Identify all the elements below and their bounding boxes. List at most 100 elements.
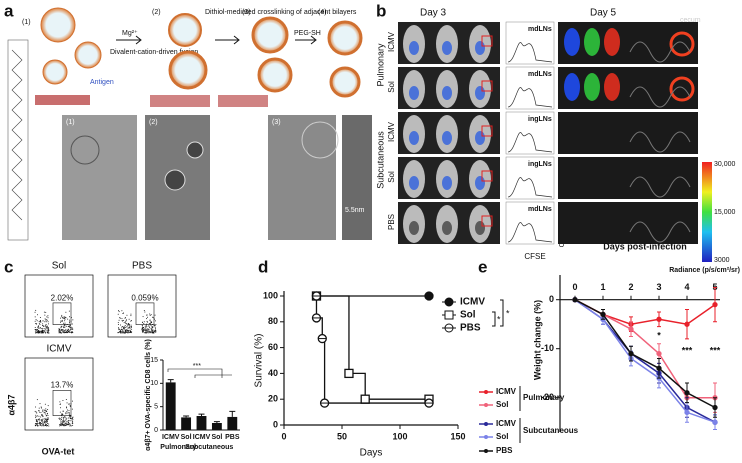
event-dot [122, 332, 124, 334]
event-dot [149, 313, 151, 315]
event-dot [120, 328, 122, 330]
bar [196, 416, 207, 430]
panel-label: a [4, 1, 14, 20]
event-dot [38, 321, 40, 323]
event-dot [47, 412, 49, 414]
event-dot [146, 326, 148, 328]
event-dot [36, 422, 38, 424]
event-dot [41, 425, 43, 427]
event-dot [120, 317, 122, 319]
cecum-signal [669, 31, 695, 57]
event-dot [42, 416, 44, 418]
event-dot [119, 330, 121, 332]
signal [564, 73, 580, 101]
event-dot [44, 321, 46, 323]
intestine [629, 41, 691, 63]
event-dot [126, 326, 128, 328]
group-label: Pulmonary [160, 444, 196, 451]
event-dot [122, 313, 124, 315]
bilayer [35, 95, 90, 105]
event-dot [130, 326, 132, 328]
event-dot [153, 325, 155, 327]
event-dot [146, 320, 148, 322]
event-dot [47, 326, 49, 328]
crosslinked-vesicle [257, 57, 293, 93]
event-dot [64, 417, 66, 419]
event-dot [123, 326, 125, 328]
panel-a: (1) Antigen Mg²⁺ Divalent-cation-driven … [7, 7, 372, 241]
event-dot [65, 325, 67, 327]
event-dot [39, 332, 41, 334]
event-dot [39, 327, 41, 329]
event-dot [47, 425, 49, 427]
fused-vesicle [168, 13, 202, 47]
event-dot [141, 321, 143, 323]
event-dot [47, 331, 49, 333]
event-dot [128, 331, 130, 333]
event-dot [35, 417, 37, 419]
y-tick-label: 0 [154, 427, 158, 434]
event-dot [154, 328, 156, 330]
event-dot [142, 331, 144, 333]
event-dot [60, 418, 62, 420]
series-line [315, 296, 429, 404]
event-dot [143, 323, 145, 325]
micrograph [268, 115, 336, 240]
event-dot [124, 332, 126, 334]
colorbar-label: Radiance (p/s/cm²/sr) [669, 267, 740, 274]
antigen-label: Antigen [90, 79, 114, 86]
event-dot [45, 326, 47, 328]
event-dot [69, 420, 71, 422]
event-dot [62, 413, 64, 415]
signal [442, 41, 452, 55]
event-dot [122, 331, 124, 333]
y-tick-label: 20 [268, 394, 278, 404]
signal [409, 86, 419, 100]
event-dot [39, 424, 41, 426]
y-axis-label: Weight change (%) [532, 300, 542, 380]
x-tick-label: 3 [656, 282, 661, 292]
event-dot [69, 417, 71, 419]
event-dot [118, 331, 120, 333]
event-dot [60, 418, 62, 420]
vesicle-image [301, 121, 339, 159]
legend-label: ICMV [496, 387, 517, 396]
bar [211, 423, 222, 430]
x-tick-label: 50 [337, 431, 347, 441]
event-dot [150, 314, 152, 316]
event-dot [146, 318, 148, 320]
event-dot [61, 314, 63, 316]
event-dot [67, 326, 69, 328]
event-dot [117, 327, 119, 329]
event-dot [43, 412, 45, 414]
event-dot [67, 417, 69, 419]
event-dot [61, 330, 63, 332]
event-dot [46, 425, 48, 427]
event-dot [152, 330, 154, 332]
event-dot [71, 408, 73, 410]
event-dot [120, 330, 122, 332]
event-dot [154, 326, 156, 328]
x-tick-label: Sol [181, 434, 192, 441]
event-dot [63, 331, 65, 333]
event-dot [65, 423, 67, 425]
event-dot [37, 332, 39, 334]
group-label: Subcutaneous [375, 131, 385, 189]
event-dot [42, 320, 44, 322]
event-dot [35, 323, 37, 325]
annotation: * [506, 308, 510, 318]
event-dot [62, 422, 64, 424]
event-dot [124, 327, 126, 329]
event-dot [68, 421, 70, 423]
gate [52, 390, 72, 416]
event-dot [63, 332, 65, 334]
event-dot [38, 415, 40, 417]
event-dot [40, 406, 42, 408]
vesicle-image [164, 169, 186, 191]
y-tick-label: 60 [268, 342, 278, 352]
event-dot [141, 328, 143, 330]
histogram [505, 201, 555, 245]
event-dot [60, 407, 62, 409]
event-dot [66, 330, 68, 332]
event-dot [67, 328, 69, 330]
